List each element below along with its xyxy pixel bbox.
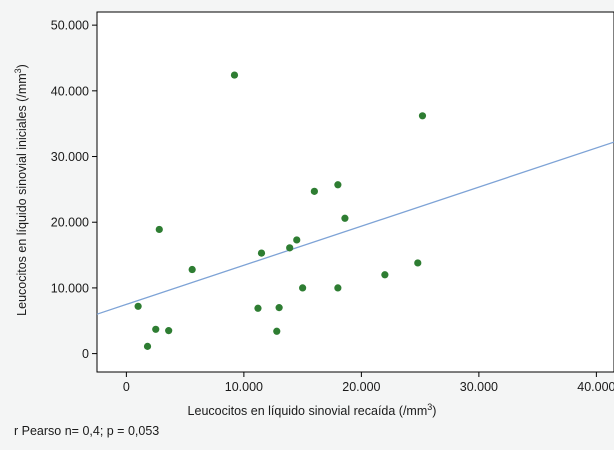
regression-layer [96, 141, 614, 315]
points-layer [134, 71, 427, 350]
data-point [155, 225, 163, 234]
y-tick-label: 0 [82, 347, 89, 361]
footnote: r Pearso n= 0,4; p = 0,053 [14, 424, 160, 438]
x-tick-label: 40.000 [577, 380, 614, 394]
data-point [254, 304, 262, 312]
y-tick-label: 10.000 [51, 281, 89, 295]
data-point [381, 271, 389, 279]
data-point [334, 181, 342, 189]
y-tick-label: 40.000 [51, 84, 89, 98]
y-tick-label: 30.000 [51, 150, 89, 164]
data-point [414, 259, 422, 267]
data-point [188, 265, 196, 274]
data-point [230, 71, 239, 79]
data-point [165, 327, 173, 335]
data-point [286, 244, 294, 252]
x-tick-label: 0 [123, 380, 130, 394]
axes-layer: 0 10.000 20.000 30.000 40.000 0 10.000 20.000 30… [51, 19, 614, 394]
x-tick-label: 30.000 [460, 380, 498, 394]
x-tick-label: 10.000 [225, 380, 263, 394]
data-point [334, 284, 342, 292]
data-point [275, 304, 283, 312]
data-point [257, 249, 266, 257]
data-point [134, 302, 142, 310]
data-point [143, 342, 152, 350]
data-point [310, 187, 318, 195]
data-point [341, 214, 349, 222]
plot-area [96, 11, 614, 373]
data-point [299, 284, 307, 292]
data-point [152, 325, 160, 333]
regression-line [96, 141, 614, 315]
data-point [273, 327, 281, 335]
y-axis-title: Leucocitos en líquido sinovial iniciales… [13, 64, 29, 316]
x-tick-label: 20.000 [342, 380, 380, 394]
data-point [293, 236, 301, 244]
y-tick-label: 20.000 [51, 216, 89, 230]
data-point [418, 112, 427, 120]
x-axis-title: Leucocitos en líquido sinovial recaída (… [188, 402, 437, 418]
y-tick-label: 50.000 [51, 19, 89, 33]
